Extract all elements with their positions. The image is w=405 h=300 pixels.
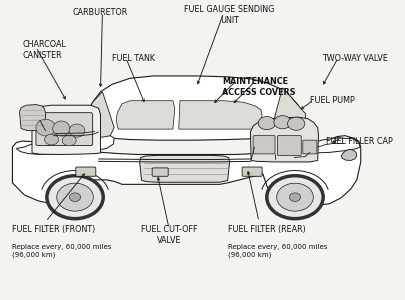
Circle shape [266, 176, 322, 219]
Circle shape [258, 117, 275, 130]
Text: FUEL CUT-OFF
VALVE: FUEL CUT-OFF VALVE [141, 225, 197, 245]
Polygon shape [32, 105, 100, 154]
Circle shape [289, 193, 300, 202]
Text: FUEL TANK: FUEL TANK [112, 54, 155, 63]
FancyBboxPatch shape [76, 167, 96, 176]
FancyBboxPatch shape [36, 113, 92, 146]
Text: TWO-WAY VALVE: TWO-WAY VALVE [321, 54, 386, 63]
Text: MAINTENANCE
ACCESS COVERS: MAINTENANCE ACCESS COVERS [221, 77, 294, 97]
Text: CARBURETOR: CARBURETOR [72, 8, 128, 17]
Ellipse shape [36, 119, 55, 136]
Polygon shape [86, 92, 114, 137]
Polygon shape [19, 105, 46, 130]
Text: Replace every, 60,000 miles
(96,000 km): Replace every, 60,000 miles (96,000 km) [227, 244, 326, 258]
Polygon shape [116, 101, 175, 129]
Circle shape [276, 183, 313, 211]
Polygon shape [178, 101, 262, 129]
Circle shape [69, 193, 81, 202]
Text: FUEL PUMP: FUEL PUMP [309, 96, 354, 105]
Polygon shape [250, 117, 318, 162]
Polygon shape [301, 138, 359, 153]
Ellipse shape [69, 124, 85, 137]
Circle shape [47, 176, 103, 219]
Text: FUEL FILLER CAP: FUEL FILLER CAP [325, 136, 391, 146]
Text: Replace every, 60,000 miles
(96,000 km): Replace every, 60,000 miles (96,000 km) [13, 244, 111, 258]
Text: FUEL GAUGE SENDING
UNIT: FUEL GAUGE SENDING UNIT [184, 5, 274, 25]
FancyBboxPatch shape [252, 136, 274, 154]
Ellipse shape [62, 135, 76, 146]
Ellipse shape [53, 121, 70, 136]
Polygon shape [340, 149, 356, 161]
Polygon shape [139, 155, 229, 182]
Text: FUEL FILTER (FRONT): FUEL FILTER (FRONT) [13, 225, 96, 234]
FancyBboxPatch shape [152, 168, 168, 176]
Text: CHARCOAL
CANISTER: CHARCOAL CANISTER [22, 40, 66, 60]
Polygon shape [274, 88, 305, 136]
Circle shape [57, 183, 93, 211]
FancyBboxPatch shape [302, 140, 316, 154]
FancyBboxPatch shape [277, 136, 301, 155]
Circle shape [273, 116, 290, 129]
Text: FUEL FILTER (REAR): FUEL FILTER (REAR) [227, 225, 305, 234]
Polygon shape [13, 136, 360, 207]
Polygon shape [16, 136, 114, 154]
Circle shape [287, 117, 304, 130]
Ellipse shape [45, 134, 58, 145]
Polygon shape [85, 76, 305, 140]
FancyBboxPatch shape [241, 167, 262, 176]
